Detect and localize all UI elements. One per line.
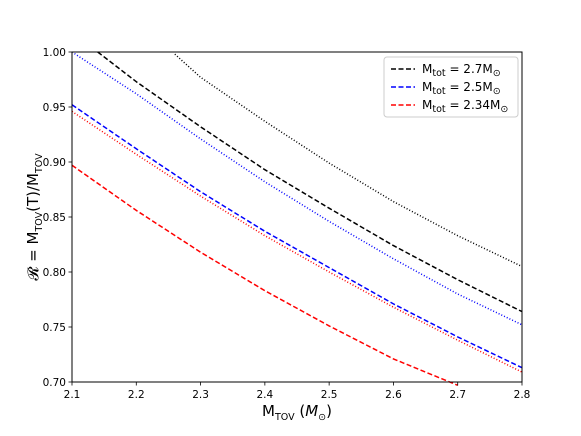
legend-label: Mtot = 2.5M⊙ bbox=[422, 80, 501, 97]
x-tick-label: 2.7 bbox=[449, 389, 466, 401]
x-tick-label: 2.5 bbox=[321, 389, 338, 401]
y-tick-label: 0.90 bbox=[43, 157, 66, 169]
series-line-3 bbox=[71, 51, 523, 326]
series-line-4 bbox=[71, 164, 458, 386]
series-line-2 bbox=[71, 104, 523, 369]
legend: Mtot = 2.7M⊙ Mtot = 2.5M⊙ Mtot = 2.34M⊙ bbox=[383, 56, 519, 118]
x-tick-label: 2.2 bbox=[128, 389, 145, 401]
x-tick-label: 2.3 bbox=[192, 389, 209, 401]
y-axis-label: 𝓡 = MTOV(T)/MTOV bbox=[24, 153, 45, 281]
legend-label: Mtot = 2.34M⊙ bbox=[422, 98, 508, 115]
series-line-5 bbox=[71, 110, 523, 373]
y-tick-label: 0.80 bbox=[43, 267, 66, 279]
legend-frame bbox=[383, 56, 519, 118]
legend-entry: Mtot = 2.34M⊙ bbox=[391, 98, 508, 115]
series-line-0 bbox=[97, 51, 523, 313]
ticks-layer: 2.1 2.2 2.3 2.4 2.5 2.6 2.7 2.8 0.70 0.75 0.80 0.85… bbox=[43, 47, 531, 401]
y-tick-label: 0.75 bbox=[43, 322, 66, 334]
y-tick-label: 0.85 bbox=[43, 212, 66, 224]
legend-entry: Mtot = 2.7M⊙ bbox=[391, 62, 501, 79]
legend-entry: Mtot = 2.5M⊙ bbox=[391, 80, 501, 97]
y-tick-label: 1.00 bbox=[43, 47, 66, 59]
x-tick-label: 2.4 bbox=[257, 389, 274, 401]
x-tick-label: 2.1 bbox=[64, 389, 81, 401]
x-axis-label: MTOV (M⊙) bbox=[262, 402, 332, 423]
y-tick-label: 0.70 bbox=[43, 377, 66, 389]
legend-label: Mtot = 2.7M⊙ bbox=[422, 62, 501, 79]
y-tick-label: 0.95 bbox=[43, 102, 66, 114]
series-line-1 bbox=[174, 53, 523, 268]
series-layer bbox=[71, 51, 523, 386]
x-tick-label: 2.8 bbox=[514, 389, 531, 401]
x-tick-label: 2.6 bbox=[385, 389, 402, 401]
